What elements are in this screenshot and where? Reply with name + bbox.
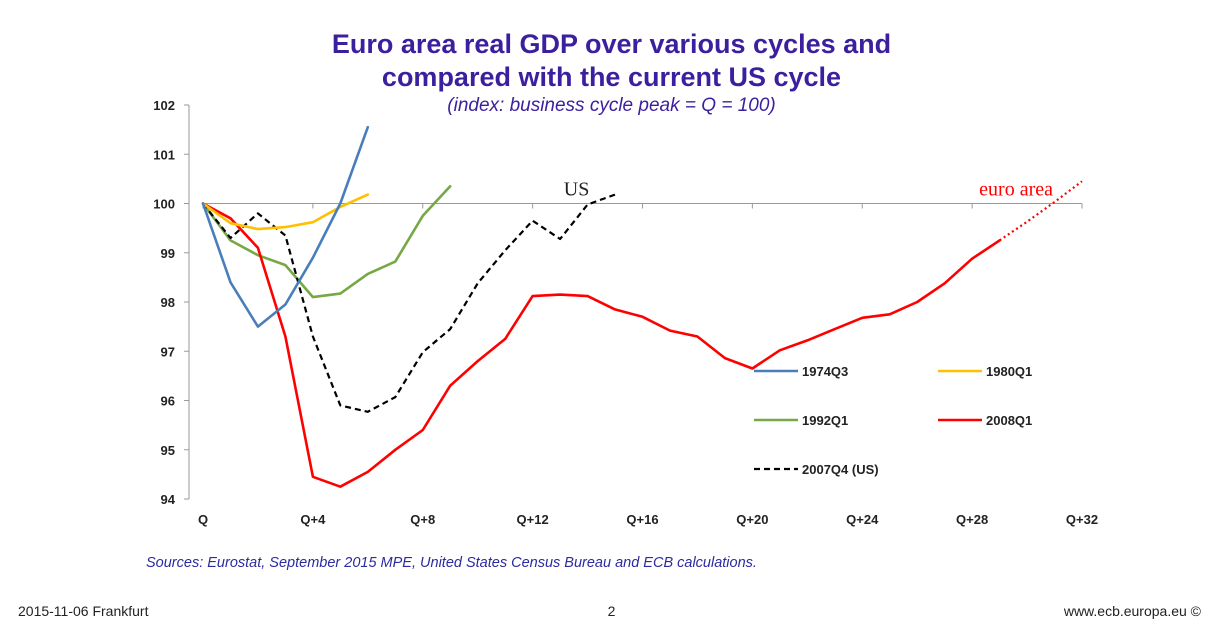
- legend-label: 2007Q4 (US): [802, 462, 879, 477]
- y-tick-label: 98: [161, 295, 175, 310]
- x-tick-label: Q+20: [736, 512, 768, 527]
- legend-label: 1992Q1: [802, 413, 848, 428]
- series-line-euro-area-projection: [998, 180, 1083, 242]
- x-tick-label: Q: [198, 512, 208, 527]
- x-tick-label: Q+32: [1066, 512, 1098, 527]
- y-tick-label: 94: [161, 492, 176, 507]
- footer-date-location: 2015-11-06 Frankfurt: [18, 603, 149, 619]
- y-tick-label: 100: [153, 197, 175, 212]
- y-tick-label: 101: [153, 147, 175, 162]
- x-tick-label: Q+12: [517, 512, 549, 527]
- chart-title-line-1: Euro area real GDP over various cycles a…: [331, 29, 892, 59]
- series-line-2008q1: [201, 202, 1001, 489]
- footer-website: www.ecb.europa.eu ©: [1063, 603, 1201, 619]
- y-tick-label: 102: [153, 98, 175, 113]
- source-note: Sources: Eurostat, September 2015 MPE, U…: [146, 555, 757, 571]
- series-line-1980q1: [201, 193, 370, 231]
- annotation-label: euro area: [979, 179, 1053, 201]
- series-line-2007q4-us: [202, 193, 616, 413]
- y-tick-label: 95: [161, 443, 175, 458]
- x-tick-label: Q+28: [956, 512, 988, 527]
- x-tick-label: Q+16: [626, 512, 658, 527]
- y-tick-label: 96: [161, 394, 175, 409]
- legend-label: 1974Q3: [802, 364, 848, 379]
- legend-label: 1980Q1: [986, 364, 1032, 379]
- chart-title-line-2: compared with the current US cycle: [381, 62, 842, 92]
- legend-label: 2008Q1: [986, 413, 1032, 428]
- x-tick-label: Q+4: [300, 512, 326, 527]
- annotation-label: US: [564, 179, 590, 201]
- chart-subtitle: (index: business cycle peak = Q = 100): [447, 95, 776, 116]
- series-line-1992q1: [201, 185, 452, 299]
- series-line-1974q3: [201, 125, 370, 328]
- footer-page-number: 2: [607, 603, 616, 619]
- x-tick-label: Q+24: [846, 512, 879, 527]
- x-tick-label: Q+8: [410, 512, 435, 527]
- y-tick-label: 97: [161, 344, 175, 359]
- y-tick-label: 99: [161, 246, 175, 261]
